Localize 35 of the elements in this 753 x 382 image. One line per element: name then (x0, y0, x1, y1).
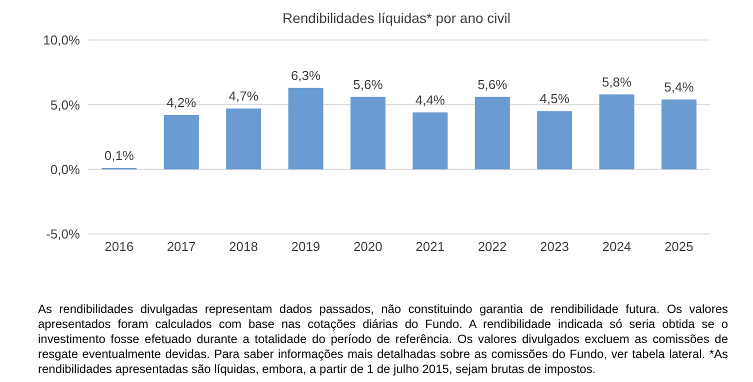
data-label: 5,6% (353, 76, 384, 92)
data-label: 4,5% (540, 91, 570, 106)
x-tick-label: 2023 (540, 239, 569, 254)
data-label: 5,8% (602, 74, 632, 90)
bar (474, 96, 510, 170)
x-tick-label: 2025 (664, 239, 694, 254)
y-tick-label: 10,0% (43, 32, 80, 48)
bar (661, 99, 696, 170)
data-label: 4,7% (228, 88, 259, 104)
bar (350, 96, 386, 170)
x-tick-label: 2024 (602, 239, 632, 254)
text: As rendibilidades divulgadas representam dados passados, não constituindo garantia de rendibilidade futura. Os valores apresentados foram calculados com base nas cotações diárias do Fundo. A rendibilidade indicada só seria obtida se o investimento fosse efetuado durante a totalidade do período de referência. Os valores divulgados excluem as comissões de resgate eventualmente devidas. Para saber informações mais detalhadas sobre as comissões do Fundo, ver tabela lateral. *As rendibilidades apresentadas são líquidas, embora, a partir de 1 de julho 2015, sejam brutas de impostos. (38, 302, 728, 377)
y-tick-label: -5,0% (46, 226, 80, 242)
x-tick-label: 2021 (416, 239, 445, 254)
bar (226, 108, 262, 170)
bar (164, 115, 199, 170)
data-label: 4,4% (415, 92, 446, 108)
x-tick-label: 2018 (229, 239, 258, 254)
bar (537, 111, 572, 170)
x-tick-label: 2022 (478, 239, 507, 254)
x-tick-label: 2020 (353, 239, 382, 254)
y-tick-label: 0,0% (50, 162, 80, 177)
x-tick-label: 2016 (104, 239, 134, 254)
chart-title: Rendibilidades líquidas* por ano civil (281, 9, 512, 28)
data-label: 4,2% (166, 95, 197, 110)
bar (599, 94, 634, 170)
y-tick-label: 5,0% (50, 97, 80, 112)
data-label: 6,3% (290, 68, 322, 83)
x-tick-label: 2017 (166, 239, 196, 254)
bar (412, 112, 448, 170)
x-tick-label: 2019 (291, 239, 320, 254)
data-label: 5,4% (664, 79, 694, 94)
data-label: 0,1% (104, 148, 134, 164)
bar (288, 88, 324, 170)
data-label: 5,6% (478, 76, 508, 92)
